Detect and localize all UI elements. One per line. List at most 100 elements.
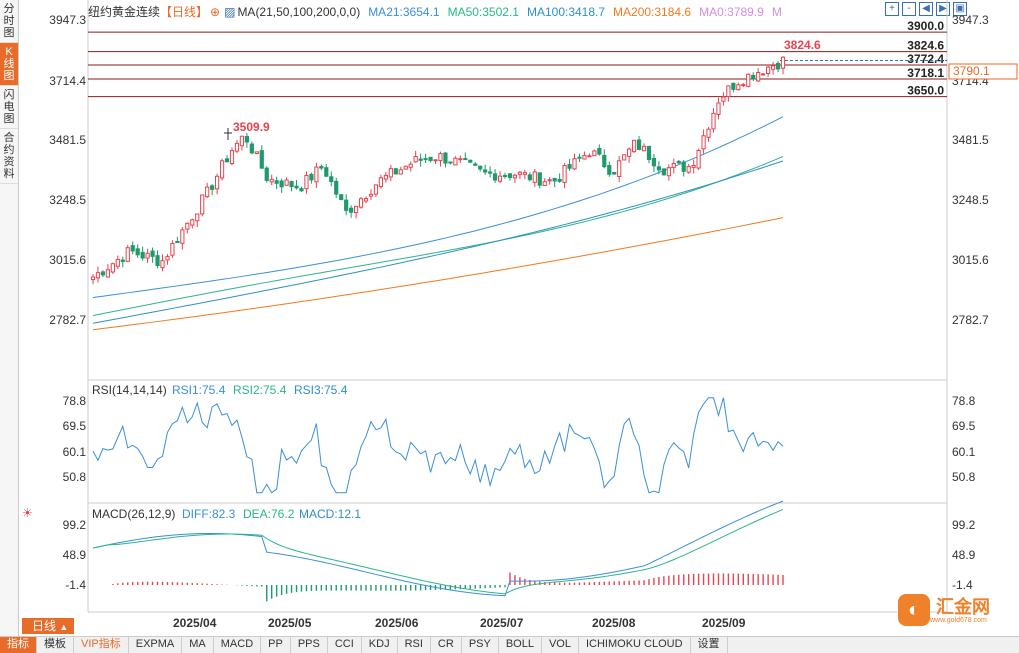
rsi-tick: 50.8 — [63, 470, 87, 484]
candle-body — [90, 276, 96, 281]
candle-body — [537, 172, 542, 186]
tab-cr[interactable]: CR — [431, 637, 462, 653]
candle-body — [468, 159, 473, 163]
candle-body — [239, 135, 245, 147]
tab-lightning-label: 闪电图 — [3, 89, 15, 125]
candle-body — [612, 171, 617, 175]
ma100-value: MA100:3418.7 — [526, 5, 606, 19]
candle-body — [135, 248, 140, 256]
ma-toggle-icon[interactable]: ▨ — [224, 5, 236, 19]
candle-body — [547, 179, 552, 182]
candle-body — [726, 85, 731, 98]
logo-name: 汇金网 — [936, 596, 990, 617]
candle-body — [195, 213, 200, 222]
price-tick: 3481.5 — [49, 133, 86, 147]
candle-body — [215, 175, 220, 190]
scroll-right-icon[interactable]: ▶ — [936, 2, 950, 16]
scroll-left-icon[interactable]: ◀ — [919, 2, 933, 16]
level-label: 3900.0 — [907, 19, 944, 33]
tab-kline[interactable]: K线图 — [0, 43, 18, 86]
candle-body — [299, 188, 304, 192]
tab-contract-info[interactable]: 合约资料 — [0, 129, 18, 184]
current-price-value: 3790.1 — [953, 64, 990, 78]
candle-body — [567, 164, 572, 169]
candle-body — [438, 153, 443, 161]
macd-tick: 99.2 — [952, 518, 976, 532]
tab-vip-indicators[interactable]: VIP指标 — [74, 637, 129, 653]
candle-body — [478, 165, 483, 170]
peak-label: 3824.6 — [784, 38, 821, 52]
candle-body — [100, 271, 106, 276]
rsi2-value: RSI2:75.4 — [233, 383, 287, 397]
tab-lightning[interactable]: 闪电图 — [0, 86, 18, 129]
macd-axis-right: 99.2 48.9 -1.4 — [952, 518, 976, 592]
ma50-line — [92, 156, 784, 317]
tab-psy[interactable]: PSY — [462, 637, 499, 653]
candle-body — [165, 256, 170, 261]
candle-body — [572, 158, 577, 170]
tab-macd[interactable]: MACD — [214, 637, 262, 653]
candle-body — [319, 166, 324, 169]
price-axis-left: 3947.3 3714.4 3481.5 3248.5 3015.6 2782.… — [49, 13, 86, 327]
instrument-title: 纽约黄金连续 — [88, 5, 161, 19]
candle-body — [696, 150, 701, 169]
price-tick: 3947.3 — [952, 13, 989, 27]
candle-body — [656, 166, 661, 171]
candle-body — [756, 71, 761, 82]
candle-body — [502, 175, 508, 178]
price-tick: 3714.4 — [49, 74, 86, 88]
candlesticks — [90, 56, 786, 285]
date-tick: 2025/06 — [375, 616, 419, 630]
candle-body — [289, 181, 294, 188]
current-price-tag[interactable]: 3790.1 — [948, 63, 1018, 80]
period-button[interactable]: 日线 ▲ — [22, 618, 74, 634]
price-tick: 3248.5 — [952, 193, 989, 207]
candle-body — [274, 180, 279, 184]
tab-ma[interactable]: MA — [182, 637, 214, 653]
earlier-high-marker: 3509.9 — [224, 120, 270, 140]
tab-timeshare[interactable]: 分时图 — [0, 0, 18, 43]
tab-templates[interactable]: 模板 — [37, 637, 74, 653]
tab-indicators[interactable]: 指标 — [0, 637, 37, 653]
candle-body — [483, 169, 488, 173]
macd-diff-value: DIFF:82.3 — [182, 507, 236, 521]
tab-pps[interactable]: PPS — [291, 637, 328, 653]
macd-value: MACD:12.1 — [299, 507, 361, 521]
tab-kdj[interactable]: KDJ — [362, 637, 398, 653]
candle-body — [190, 219, 195, 226]
zoom-out-icon[interactable]: - — [902, 2, 916, 16]
candle-body — [264, 167, 269, 181]
rsi3-value: RSI3:75.4 — [294, 383, 348, 397]
fullscreen-icon[interactable]: ▣ — [953, 2, 967, 16]
candle-body — [711, 112, 716, 130]
tab-cci[interactable]: CCI — [328, 637, 362, 653]
candle-body — [716, 102, 721, 115]
candle-body — [244, 135, 249, 143]
ma-params: MA(21,50,100,200,0,0) — [237, 5, 361, 19]
candle-body — [671, 162, 676, 168]
candle-body — [636, 139, 642, 150]
rsi-axis-left: 78.8 69.5 60.1 50.8 — [63, 394, 87, 484]
macd-tick: 48.9 — [952, 548, 976, 562]
tab-boll[interactable]: BOLL — [499, 637, 542, 653]
tab-ichimoku[interactable]: ICHIMOKU CLOUD — [579, 637, 691, 653]
candle-body — [691, 164, 696, 168]
candle-body — [646, 145, 652, 161]
candle-body — [115, 258, 120, 267]
macd-settings-icon[interactable]: ☀ — [22, 506, 33, 520]
tab-pp[interactable]: PP — [261, 637, 291, 653]
candle-body — [155, 255, 160, 266]
zoom-in-icon[interactable]: + — [885, 2, 899, 16]
chevron-up-icon: ▲ — [59, 622, 69, 632]
candle-body — [676, 160, 681, 164]
level-label: 3824.6 — [907, 39, 944, 53]
candle-body — [334, 180, 339, 195]
candle-body — [641, 145, 647, 152]
tab-vol[interactable]: VOL — [542, 637, 579, 653]
period-switch-icon[interactable]: ⊕ — [210, 5, 221, 19]
tab-expma[interactable]: EXPMA — [129, 637, 183, 653]
tab-rsi[interactable]: RSI — [398, 637, 431, 653]
tab-settings[interactable]: 设置 — [691, 637, 728, 653]
rsi-tick: 50.8 — [952, 470, 976, 484]
macd-tick: -1.4 — [65, 578, 86, 592]
